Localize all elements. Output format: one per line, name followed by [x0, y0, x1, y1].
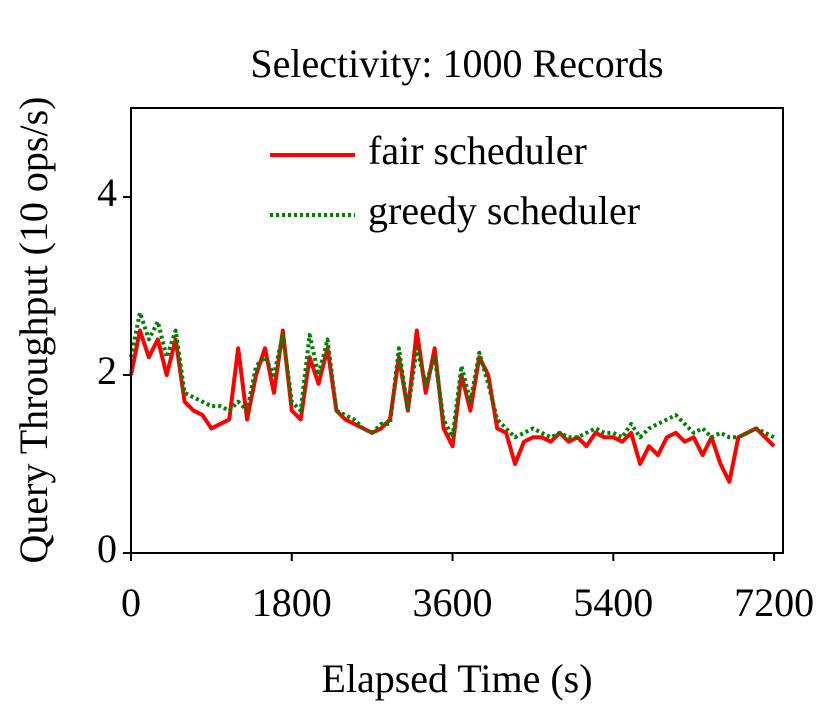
chart-title: Selectivity: 1000 Records: [250, 41, 663, 86]
x-tick-label: 7200: [734, 580, 814, 625]
series-line: [129, 328, 776, 484]
y-axis-label: Query Throughput (10 ops/s): [11, 97, 56, 564]
x-axis-label: Elapsed Time (s): [321, 656, 592, 701]
x-tick-label: 5400: [573, 580, 653, 625]
y-tick-label: 4: [97, 170, 117, 215]
plot-frame: [130, 107, 784, 554]
x-tick-label: 0: [121, 580, 141, 625]
x-tick-label: 3600: [413, 580, 493, 625]
series-line: [129, 310, 775, 440]
y-tick-label: 0: [97, 526, 117, 571]
legend-label: fair scheduler: [368, 128, 587, 173]
x-tick-label: 1800: [252, 580, 332, 625]
y-tick-label: 2: [97, 348, 117, 393]
legend-label: greedy scheduler: [368, 188, 640, 233]
